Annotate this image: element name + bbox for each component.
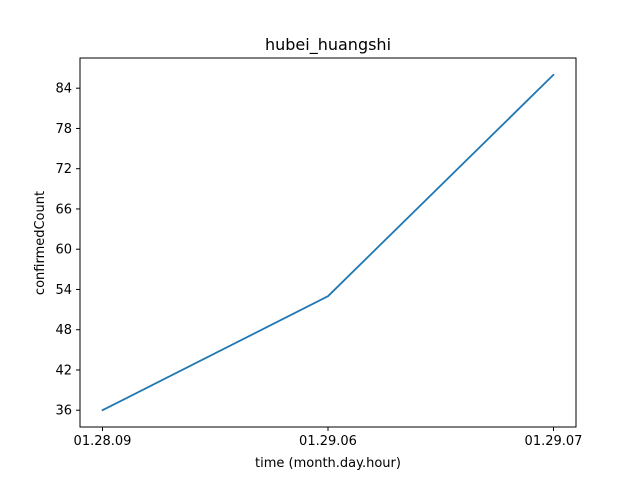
y-tick-label: 54 [55, 283, 72, 298]
y-tick-label: 84 [55, 82, 72, 97]
x-axis: 01.28.09 01.29.06 01.29.07 [74, 427, 583, 449]
y-tick-label: 78 [55, 122, 72, 137]
x-axis-label: time (month.day.hour) [255, 456, 401, 471]
y-tick-label: 48 [55, 323, 72, 338]
chart-title: hubei_huangshi [265, 35, 391, 55]
y-axis-label: confirmedCount [33, 191, 48, 295]
x-tick-label: 01.28.09 [74, 434, 132, 449]
x-tick-label: 01.29.07 [525, 434, 583, 449]
y-tick-label: 42 [55, 363, 72, 378]
y-tick-label: 60 [55, 243, 72, 258]
y-tick-label: 66 [55, 202, 72, 217]
series-layer [101, 73, 555, 412]
y-tick-label: 72 [55, 162, 72, 177]
series-line [101, 73, 555, 412]
y-tick-label: 36 [55, 404, 72, 419]
y-axis: 36 42 48 54 60 66 72 78 84 [55, 82, 80, 419]
x-tick-label: 01.29.06 [299, 434, 357, 449]
plot-area-frame [79, 57, 577, 428]
